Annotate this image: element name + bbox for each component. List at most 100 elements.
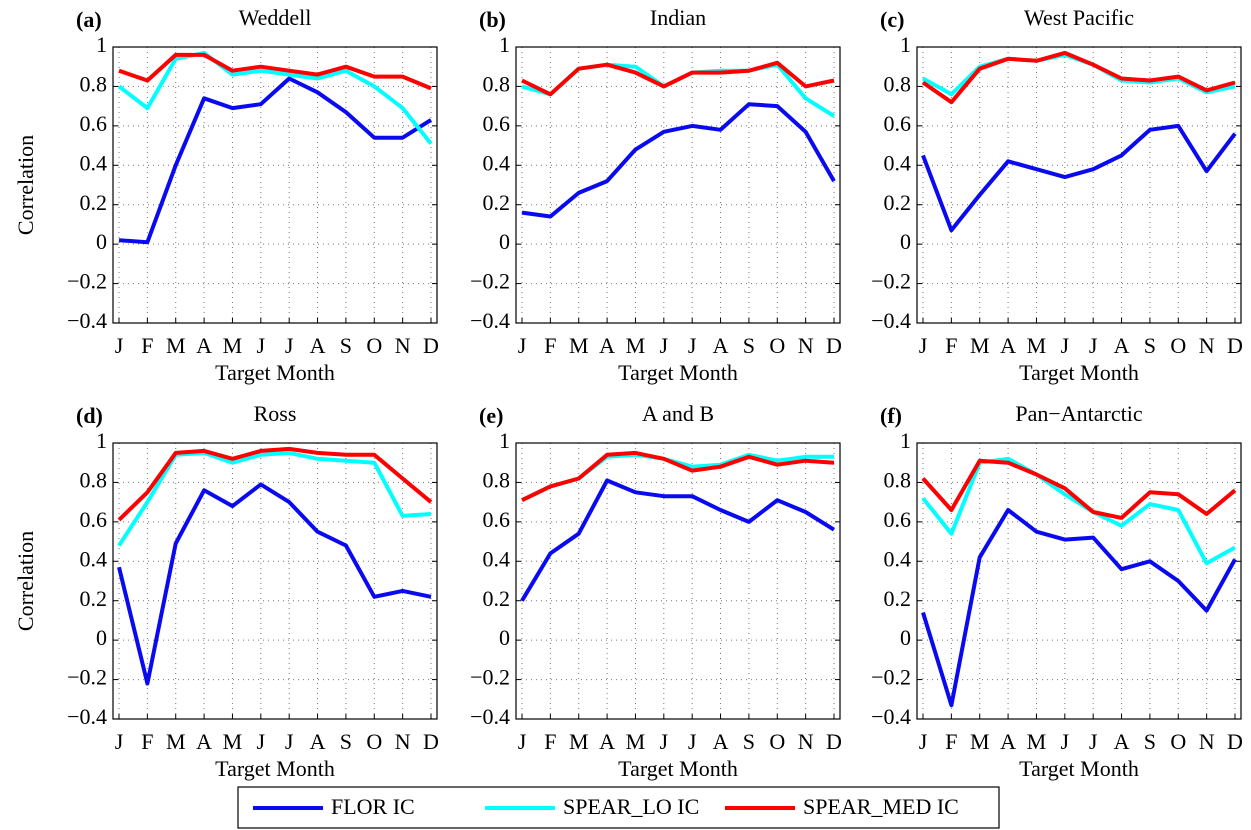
- y-tick-label: 0.4: [884, 150, 912, 175]
- x-tick-label: J: [257, 729, 266, 754]
- y-tick-label: 1: [96, 32, 107, 57]
- x-tick-label: F: [945, 333, 957, 358]
- x-tick-label: M: [223, 729, 243, 754]
- x-axis-label: Target Month: [618, 360, 738, 385]
- legend-label: FLOR IC: [331, 794, 415, 819]
- y-tick-label: 0.2: [884, 586, 912, 611]
- x-axis-label: Target Month: [1019, 360, 1139, 385]
- y-tick-label: 0.2: [483, 190, 511, 215]
- y-tick-label: 0.6: [80, 111, 108, 136]
- y-tick-label: −0.4: [470, 704, 510, 729]
- chart-title: Pan−Antarctic: [1015, 401, 1142, 426]
- series-line: [520, 478, 836, 602]
- x-tick-label: M: [223, 333, 243, 358]
- x-tick-label: J: [919, 729, 928, 754]
- x-tick-label: M: [970, 333, 990, 358]
- y-tick-label: −0.2: [67, 269, 107, 294]
- x-tick-label: O: [769, 729, 785, 754]
- y-tick-label: 0.2: [80, 586, 108, 611]
- y-tick-label: 0.4: [80, 150, 108, 175]
- series-line: [117, 50, 433, 145]
- chart-title: Weddell: [239, 5, 312, 30]
- x-tick-label: N: [395, 333, 411, 358]
- y-tick-label: −0.2: [871, 665, 911, 690]
- x-axis-label: Target Month: [1019, 756, 1139, 781]
- series-line: [921, 508, 1237, 708]
- x-tick-label: S: [340, 333, 352, 358]
- y-tick-label: 0.6: [483, 507, 511, 532]
- x-tick-label: S: [340, 729, 352, 754]
- y-tick-label: 0.6: [483, 111, 511, 136]
- x-tick-label: J: [1089, 333, 1098, 358]
- x-tick-label: M: [626, 729, 646, 754]
- y-tick-label: 0.8: [483, 71, 511, 96]
- panel-label: (b): [479, 7, 506, 32]
- y-tick-label: 1: [900, 428, 911, 453]
- y-tick-label: 0: [96, 625, 107, 650]
- y-tick-label: 0: [499, 229, 510, 254]
- y-tick-label: 0.4: [884, 546, 912, 571]
- series-line: [921, 50, 1236, 105]
- x-tick-label: D: [826, 729, 842, 754]
- y-tick-label: 0.2: [884, 190, 912, 215]
- series-line: [118, 76, 433, 245]
- panel-label: (f): [880, 403, 902, 428]
- y-tick-label: −0.4: [871, 308, 911, 333]
- x-tick-label: A: [196, 333, 212, 358]
- x-tick-label: J: [1089, 729, 1098, 754]
- x-tick-label: A: [310, 729, 326, 754]
- y-tick-label: 1: [499, 32, 510, 57]
- x-tick-label: O: [366, 333, 382, 358]
- x-tick-label: M: [1027, 729, 1047, 754]
- y-tick-label: 0.8: [884, 71, 912, 96]
- y-tick-label: −0.4: [871, 704, 911, 729]
- chart-title: A and B: [642, 401, 714, 426]
- x-tick-label: A: [196, 729, 212, 754]
- x-tick-label: J: [518, 729, 527, 754]
- x-tick-label: J: [285, 333, 294, 358]
- x-tick-label: M: [569, 729, 589, 754]
- x-tick-label: A: [1114, 333, 1130, 358]
- x-tick-label: M: [1027, 333, 1047, 358]
- y-tick-label: −0.2: [871, 269, 911, 294]
- x-tick-label: J: [688, 729, 697, 754]
- x-tick-label: F: [544, 333, 556, 358]
- y-tick-label: −0.2: [470, 665, 510, 690]
- panel-label: (e): [479, 403, 503, 428]
- x-tick-label: O: [1170, 729, 1186, 754]
- y-tick-label: 0.8: [884, 467, 912, 492]
- plot-frame: [515, 442, 841, 720]
- y-tick-label: 1: [96, 428, 107, 453]
- x-tick-label: A: [713, 333, 729, 358]
- x-tick-label: J: [115, 729, 124, 754]
- x-axis-label: Target Month: [215, 360, 335, 385]
- series-line: [921, 123, 1237, 233]
- series-line: [117, 446, 433, 522]
- y-axis-label: Correlation: [13, 135, 38, 235]
- x-tick-label: N: [798, 729, 814, 754]
- x-tick-label: J: [660, 729, 669, 754]
- x-tick-label: M: [970, 729, 990, 754]
- x-tick-label: J: [257, 333, 266, 358]
- y-tick-label: 0: [499, 625, 510, 650]
- x-tick-label: M: [569, 333, 589, 358]
- x-tick-label: F: [141, 729, 153, 754]
- y-tick-label: −0.4: [67, 704, 107, 729]
- x-tick-label: M: [166, 333, 186, 358]
- y-tick-label: −0.2: [470, 269, 510, 294]
- x-tick-label: A: [713, 729, 729, 754]
- panel-label: (d): [76, 403, 103, 428]
- y-tick-label: 0: [900, 625, 911, 650]
- y-axis-label: Correlation: [13, 531, 38, 631]
- plot-frame: [515, 46, 841, 324]
- y-tick-label: −0.4: [67, 308, 107, 333]
- x-tick-label: M: [626, 333, 646, 358]
- x-axis-label: Target Month: [618, 756, 738, 781]
- x-tick-label: J: [518, 333, 527, 358]
- legend-box: [237, 786, 1000, 829]
- y-tick-label: 0.6: [884, 507, 912, 532]
- chart-title: West Pacific: [1024, 5, 1134, 30]
- x-tick-label: J: [919, 333, 928, 358]
- series-line: [118, 52, 432, 91]
- x-tick-label: D: [423, 333, 439, 358]
